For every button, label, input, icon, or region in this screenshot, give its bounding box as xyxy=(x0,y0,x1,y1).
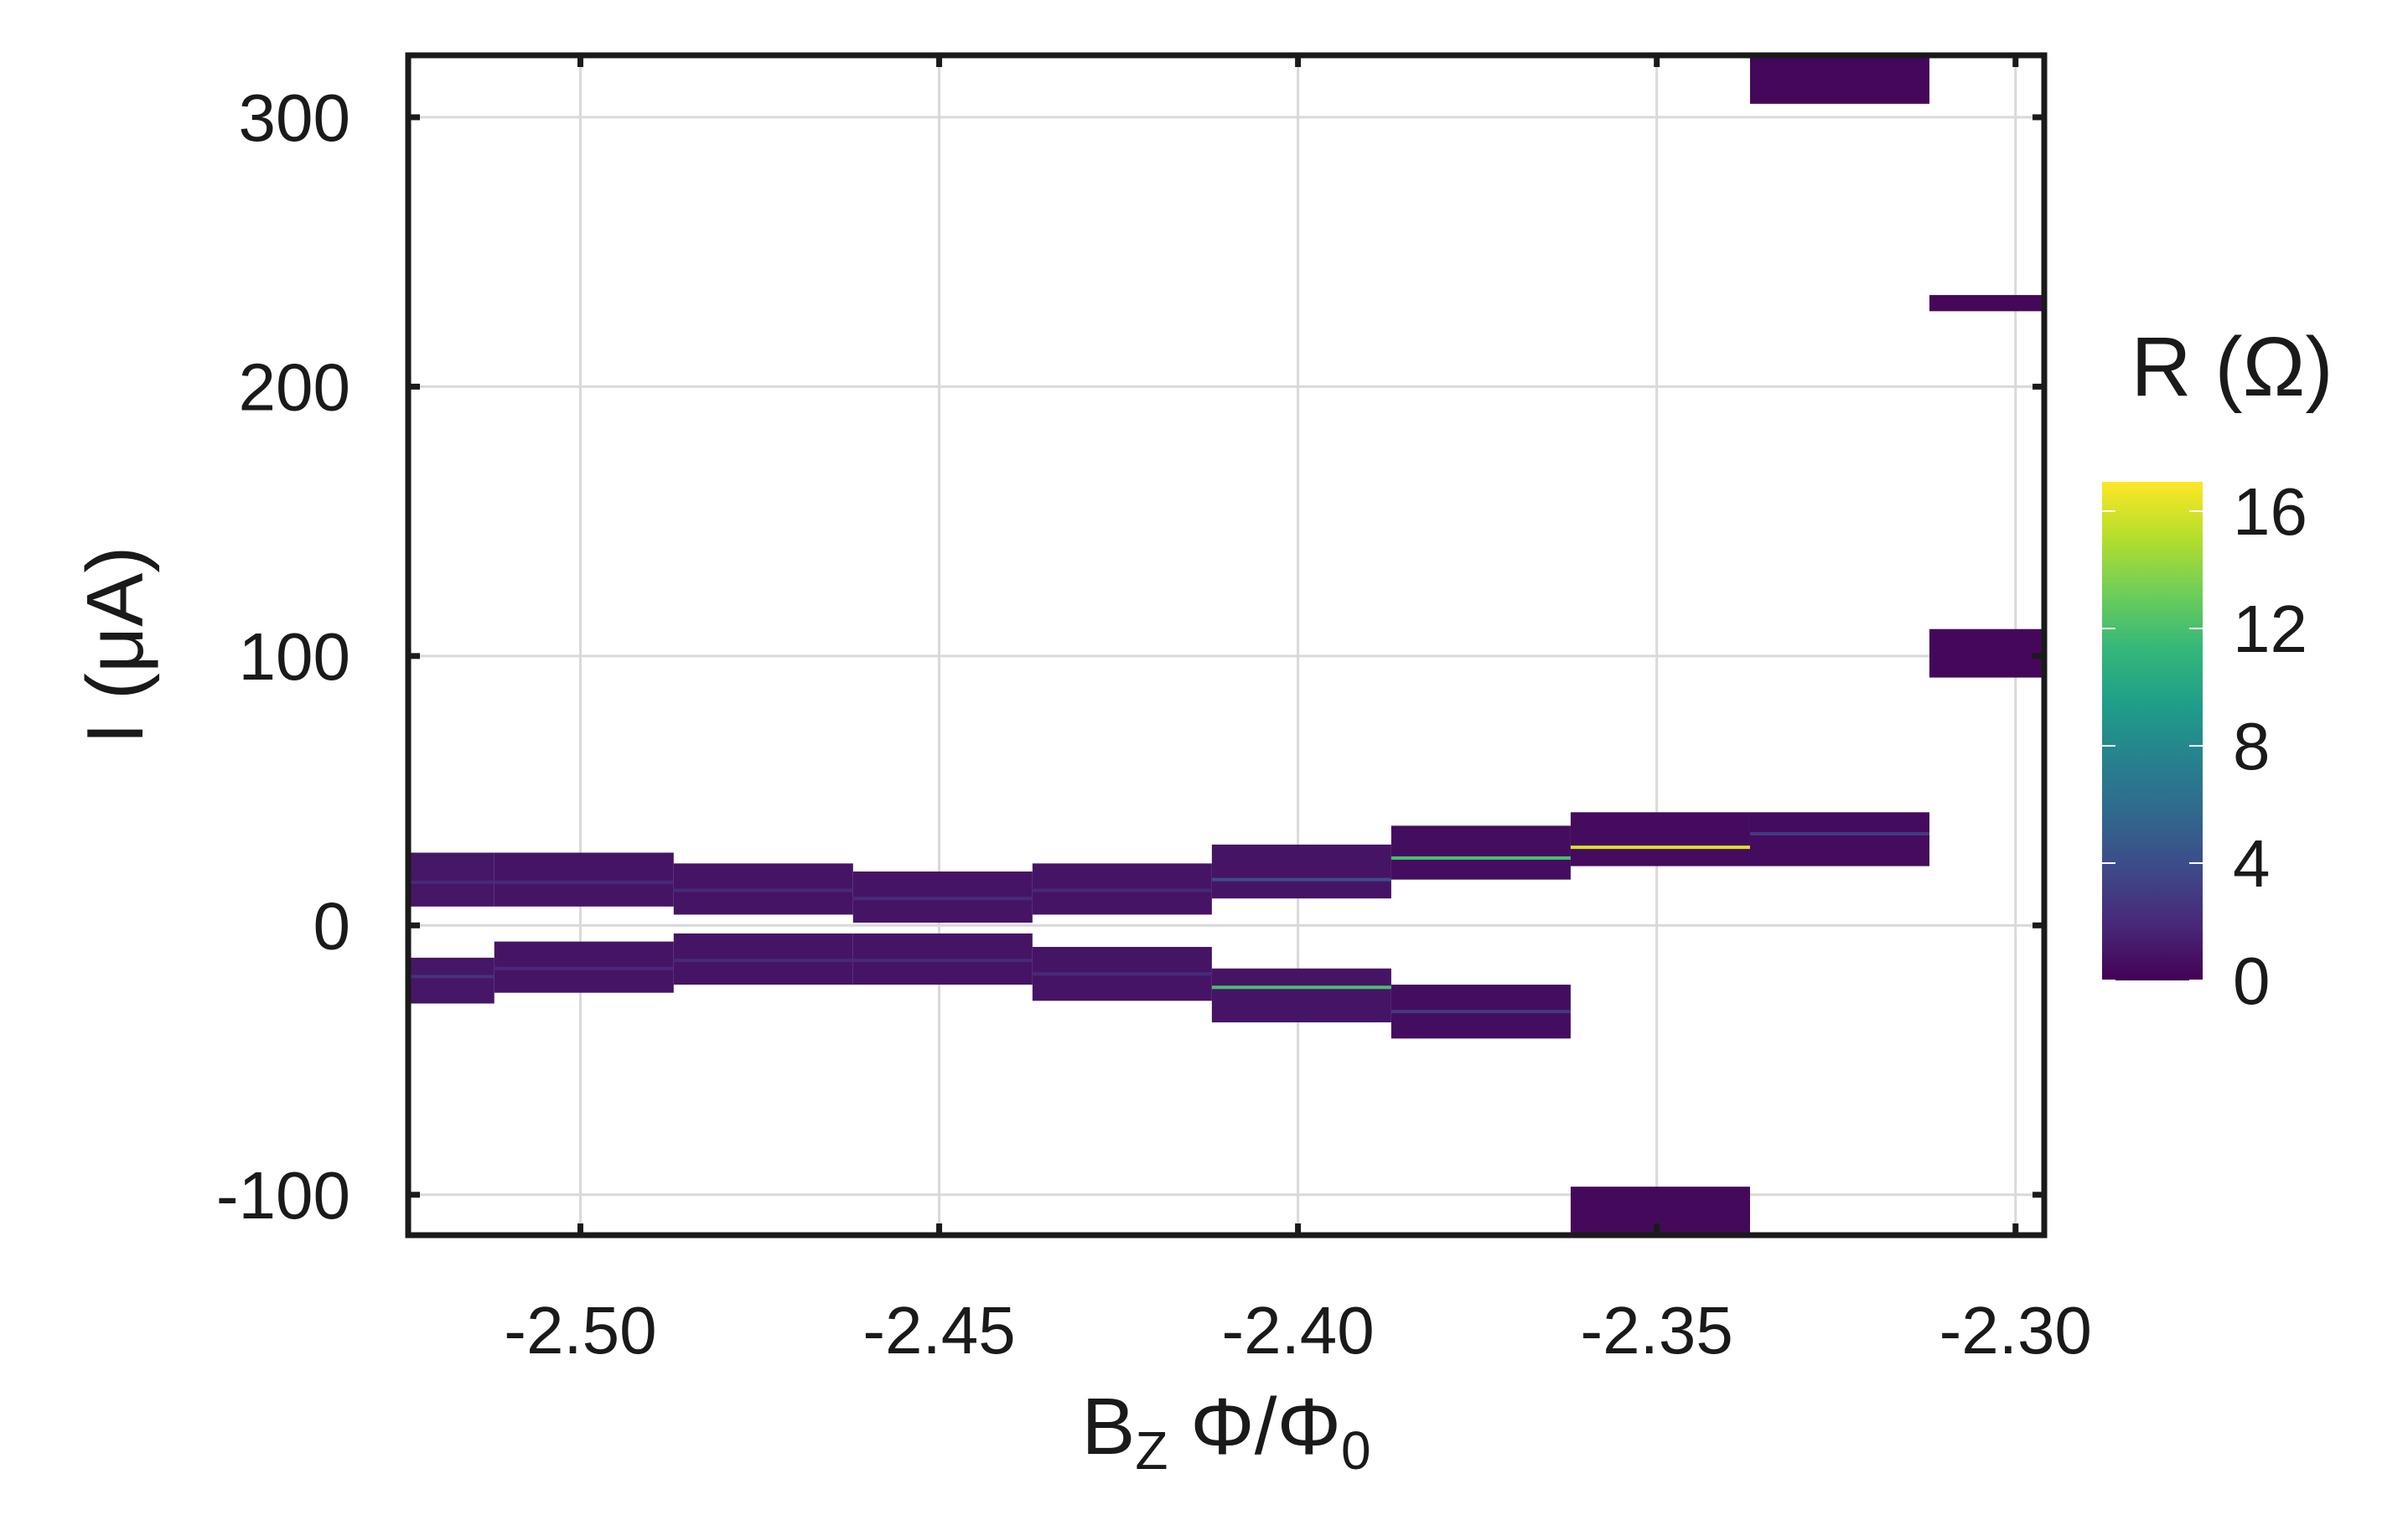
y-tick-label: 100 xyxy=(239,619,350,694)
resistance-ridge xyxy=(1032,888,1212,892)
heatmap-cells xyxy=(408,55,2044,1235)
resistance-ridge xyxy=(1211,877,1391,882)
heatmap-cell xyxy=(1929,295,2044,312)
x-tick-label: -2.30 xyxy=(1939,1293,2092,1368)
resistance-ridge xyxy=(408,975,495,979)
resistance-ridge xyxy=(1211,985,1391,990)
colorbar: R (Ω) 0 4 8 12 16 xyxy=(2102,320,2333,1018)
plot-frame xyxy=(405,52,2048,1239)
heatmap-cell xyxy=(408,852,495,907)
x-tick-label: -2.35 xyxy=(1581,1293,1733,1368)
heatmap-cell xyxy=(1570,1187,1750,1235)
heatmap-cell xyxy=(1390,825,1571,880)
resistance-ridge xyxy=(1390,856,1571,860)
resistance-ridge xyxy=(673,888,853,892)
heatmap-cell xyxy=(408,957,495,1004)
heatmap-cell xyxy=(1211,968,1391,1023)
x-tick-label: -2.45 xyxy=(862,1293,1015,1368)
resistance-ridge xyxy=(494,880,674,884)
x-axis-title: BZ Φ/Φ0 xyxy=(1081,1382,1370,1481)
colorbar-tick-label: 8 xyxy=(2233,709,2271,784)
heatmap-cell xyxy=(1929,628,2044,678)
plot-background xyxy=(408,55,2044,1235)
heatmap-cell xyxy=(1749,55,1930,104)
colorbar-tick-label: 16 xyxy=(2233,474,2307,549)
y-tick-label: 300 xyxy=(239,80,350,155)
resistance-ridge xyxy=(494,966,674,970)
colorbar-gradient xyxy=(2102,482,2203,980)
y-tick-label: -100 xyxy=(216,1158,350,1233)
resistance-ridge xyxy=(852,959,1033,963)
resistance-ridge xyxy=(1390,1010,1571,1014)
heatmap-cell xyxy=(494,852,674,907)
heatmap-cell xyxy=(1211,844,1391,899)
y-tick-labels: -100 0 100 200 300 xyxy=(216,80,350,1233)
colorbar-ticks: 0 4 8 12 16 xyxy=(2102,474,2307,1018)
y-tick-label: 200 xyxy=(239,349,350,424)
x-tick-labels: -2.50 -2.45 -2.40 -2.35 -2.30 xyxy=(504,1293,2092,1368)
x-tick-label: -2.50 xyxy=(504,1293,656,1368)
colorbar-tick-label: 4 xyxy=(2233,826,2271,901)
colorbar-tick-label: 12 xyxy=(2233,592,2307,666)
resistance-ridge xyxy=(1570,846,1750,850)
resistance-ridge xyxy=(1749,832,1930,836)
y-tick-label: 0 xyxy=(313,888,351,963)
colorbar-title: R (Ω) xyxy=(2131,320,2333,414)
colorbar-tick-label: 0 xyxy=(2233,944,2271,1018)
resistance-ridge xyxy=(1032,972,1212,976)
resistance-ridge xyxy=(852,897,1033,901)
heatmap-cell xyxy=(1570,812,1750,866)
y-axis-title: I (μA) xyxy=(70,546,160,745)
heatmap-cell xyxy=(1749,812,1930,866)
resistance-ridge xyxy=(673,959,853,963)
x-tick-label: -2.40 xyxy=(1221,1293,1374,1368)
resistance-ridge xyxy=(408,880,495,884)
